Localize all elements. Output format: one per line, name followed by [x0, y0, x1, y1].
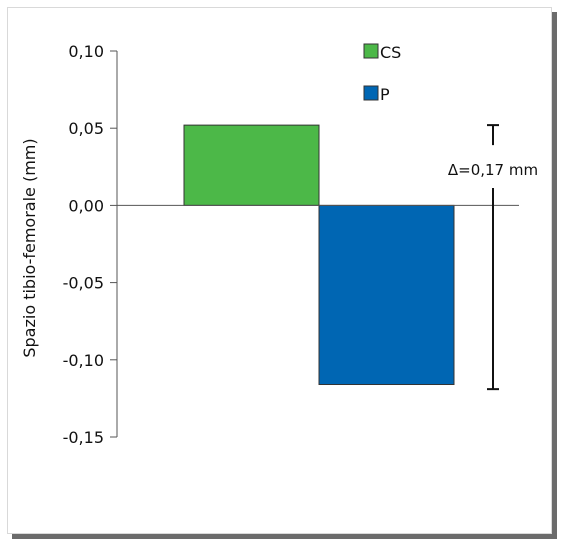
- annotation-label: Δ=0,17 mm: [448, 161, 538, 179]
- y-tick-label: -0,15: [63, 428, 104, 447]
- y-tick-label: -0,05: [63, 274, 104, 293]
- bar-cs: [183, 124, 320, 206]
- legend-label-p: P: [380, 85, 390, 104]
- legend: CS P: [363, 43, 401, 104]
- y-tick-label: 0,05: [68, 119, 104, 138]
- bars: [183, 124, 455, 386]
- bar-p: [318, 204, 455, 386]
- y-tick-label: 0,00: [68, 196, 104, 215]
- y-tick-label: 0,10: [68, 42, 104, 61]
- y-axis-title: Spazio tibio-femorale (mm): [20, 138, 39, 357]
- delta-annotation: Δ=0,17 mm: [448, 124, 538, 391]
- legend-swatch-cs: [363, 43, 379, 59]
- y-axis: 0,10 0,05 0,00 -0,05 -0,10 -0,15: [63, 42, 118, 447]
- legend-swatch-p: [363, 85, 379, 101]
- y-tick-label: -0,10: [63, 351, 104, 370]
- bar-chart: 0,10 0,05 0,00 -0,05 -0,10 -0,15 CS P Δ=0,17 m…: [20, 42, 538, 447]
- legend-label-cs: CS: [380, 43, 401, 62]
- chart-frame: 0,10 0,05 0,00 -0,05 -0,10 -0,15 CS P Δ=0,17 m…: [7, 7, 552, 534]
